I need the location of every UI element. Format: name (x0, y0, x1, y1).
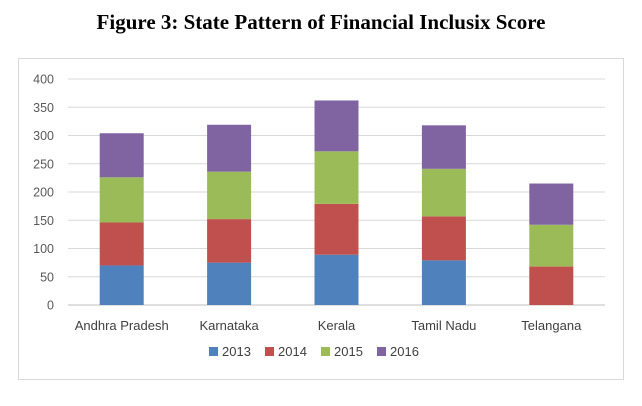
bar-2015-kerala (314, 151, 359, 204)
x-category-label: Tamil Nadu (411, 318, 476, 333)
bar-2014-karnataka (207, 219, 252, 263)
figure-title: Figure 3: State Pattern of Financial Inc… (96, 10, 546, 34)
bar-2013-karnataka (207, 262, 252, 305)
legend-label-2016: 2016 (390, 344, 419, 359)
y-tick-label: 250 (33, 157, 54, 171)
bar-2014-kerala (314, 203, 359, 255)
bar-2016-tamil-nadu (421, 125, 466, 169)
bar-2015-karnataka (207, 171, 252, 220)
y-tick-label: 400 (33, 73, 54, 87)
bar-2016-kerala (314, 100, 359, 152)
legend-swatch-2013 (209, 347, 218, 356)
bar-2015-tamil-nadu (421, 168, 466, 217)
bar-2014-tamil-nadu (421, 216, 466, 261)
bar-2015-andhra-pradesh (99, 177, 144, 223)
legend-label-2015: 2015 (334, 344, 363, 359)
y-tick-label: 350 (33, 101, 54, 115)
bar-2016-karnataka (207, 124, 252, 172)
bar-2014-andhra-pradesh (99, 222, 144, 266)
x-category-label: Karnataka (199, 318, 259, 333)
x-category-label: Andhra Pradesh (75, 318, 169, 333)
legend-label-2013: 2013 (222, 344, 251, 359)
x-category-label: Kerala (318, 318, 356, 333)
y-tick-label: 0 (47, 299, 54, 313)
y-tick-label: 100 (33, 242, 54, 256)
y-tick-label: 50 (40, 270, 54, 284)
y-tick-label: 200 (33, 186, 54, 200)
y-tick-label: 300 (33, 129, 54, 143)
bar-2016-andhra-pradesh (99, 133, 144, 178)
y-tick-label: 150 (33, 214, 54, 228)
x-category-label: Telangana (521, 318, 582, 333)
bar-2014-telangana (529, 266, 574, 305)
bar-2015-telangana (529, 224, 574, 267)
legend-swatch-2016 (377, 347, 386, 356)
legend-swatch-2015 (321, 347, 330, 356)
bar-2013-tamil-nadu (421, 260, 466, 305)
bar-2013-andhra-pradesh (99, 265, 144, 305)
legend-swatch-2014 (265, 347, 274, 356)
bar-2013-kerala (314, 254, 359, 305)
bar-2016-telangana (529, 183, 574, 225)
legend-label-2014: 2014 (278, 344, 307, 359)
